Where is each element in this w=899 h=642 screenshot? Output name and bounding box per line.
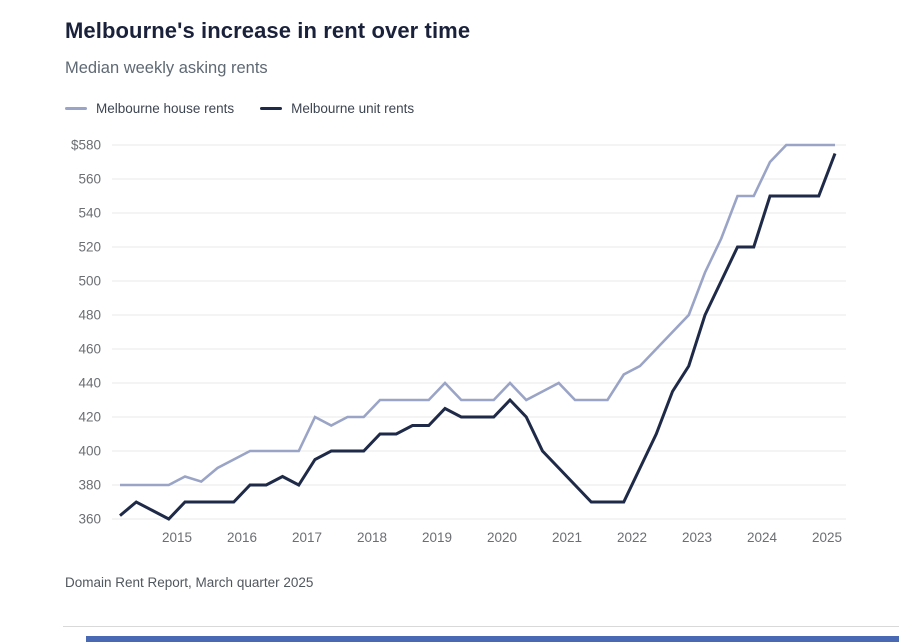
y-tick-label: 380	[78, 478, 101, 493]
y-tick-label: 540	[78, 206, 101, 221]
x-tick-label: 2015	[162, 530, 192, 545]
house-rents-line	[120, 143, 835, 487]
bottom-divider	[63, 626, 899, 627]
chart-subtitle: Median weekly asking rents	[65, 59, 268, 77]
page-title: Melbourne's increase in rent over time	[65, 18, 471, 43]
legend-item-unit-rents: Melbourne unit rents	[260, 101, 414, 116]
y-tick-label: 440	[78, 376, 101, 391]
legend-label-house-rents: Melbourne house rents	[96, 101, 235, 116]
x-tick-label: 2016	[227, 530, 257, 545]
y-axis-labels: $580 560 540 520 500 480 460 440 420 400 380 360	[71, 138, 101, 527]
y-tick-label: 500	[78, 274, 101, 289]
y-tick-label: 400	[78, 444, 101, 459]
y-tick-label: $580	[71, 138, 101, 153]
x-tick-label: 2020	[487, 530, 517, 545]
x-axis-labels: 2015 2016 2017 2018 2019 2020 2021 2022 2023 2024…	[162, 530, 842, 545]
source-note: Domain Rent Report, March quarter 2025	[65, 575, 314, 590]
legend-item-house-rents: Melbourne house rents	[65, 101, 234, 116]
x-tick-label: 2025	[812, 530, 842, 545]
x-tick-label: 2023	[682, 530, 712, 545]
x-tick-label: 2024	[747, 530, 778, 545]
legend-label-unit-rents: Melbourne unit rents	[291, 101, 415, 116]
x-tick-label: 2022	[617, 530, 647, 545]
y-tick-label: 360	[78, 512, 101, 527]
bottom-accent-bar	[86, 636, 899, 642]
x-tick-label: 2021	[552, 530, 582, 545]
y-tick-label: 480	[78, 308, 101, 323]
x-tick-label: 2019	[422, 530, 452, 545]
y-tick-label: 520	[78, 240, 101, 255]
x-tick-label: 2017	[292, 530, 322, 545]
unit-rents-line	[119, 152, 837, 521]
y-tick-label: 420	[78, 410, 101, 425]
gridlines	[112, 144, 846, 520]
y-tick-label: 560	[78, 172, 101, 187]
legend: Melbourne house rents Melbourne unit ren…	[65, 101, 414, 116]
house-rents-swatch	[65, 107, 87, 110]
unit-rents-swatch	[260, 107, 283, 110]
y-tick-label: 460	[78, 342, 101, 357]
x-tick-label: 2018	[357, 530, 387, 545]
